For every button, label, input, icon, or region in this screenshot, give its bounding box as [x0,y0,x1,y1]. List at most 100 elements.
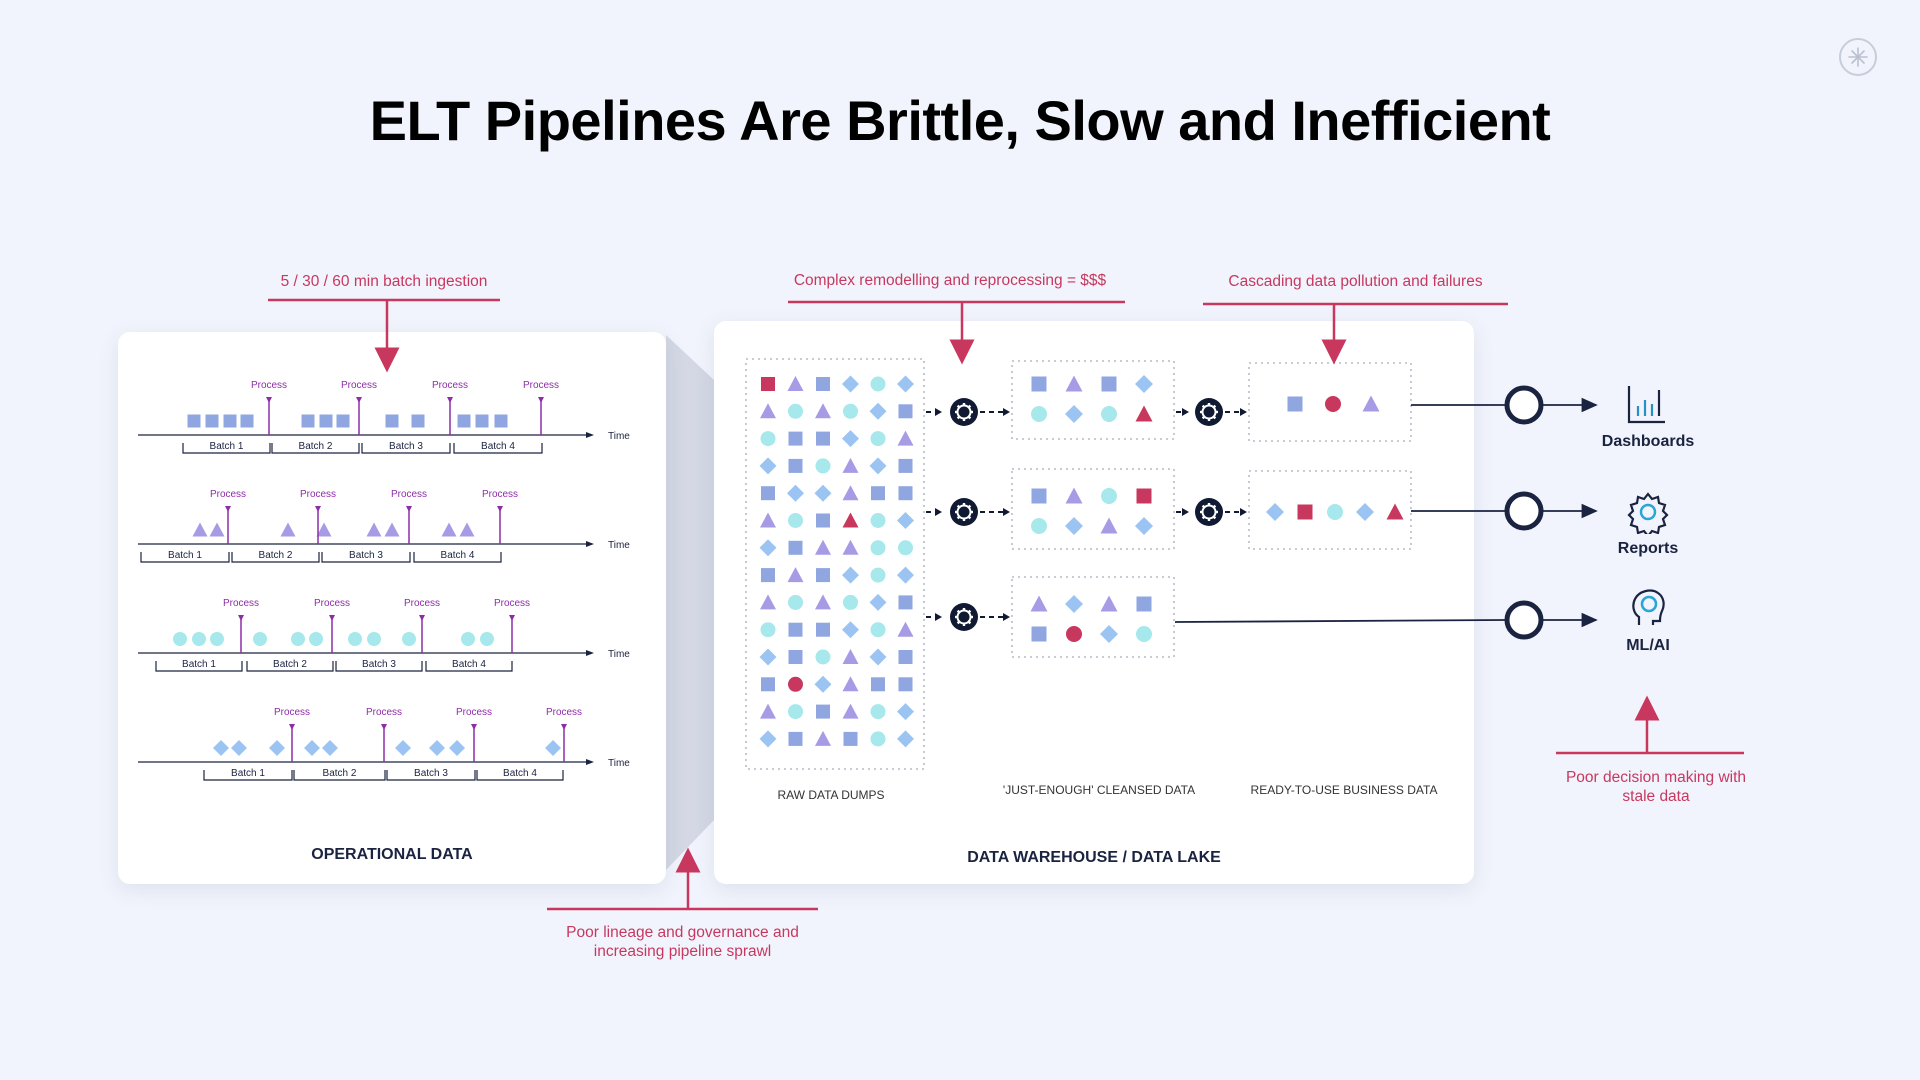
square-icon [816,568,830,583]
circle-icon [760,431,776,447]
diamond-icon [395,740,411,756]
timeline-row: Time Process Process Process Process Batch 1 B… [138,489,630,563]
diamond-icon [842,375,859,393]
process-label: Process [210,489,246,500]
process-marker-head-icon [266,397,272,403]
circle-icon [870,513,886,528]
output-ml-ai: ML/AI [1626,637,1670,654]
batch-label: Batch 1 [168,550,202,561]
time-label: Time [608,431,630,442]
square-icon [788,650,803,664]
output-node-icon [1504,491,1544,531]
batch-timeline-diagram: Time Process Process Process Process Batch 1 B… [138,380,630,781]
square-icon [871,677,885,692]
data-warehouse-label: DATA WAREHOUSE / DATA LAKE [967,849,1221,866]
process-marker-head-icon [381,724,387,730]
diamond-icon [1065,595,1083,613]
square-icon [1136,488,1152,504]
batch-bracket [413,552,502,563]
triangle-icon [897,430,914,446]
flow-arrowhead-icon [1240,508,1247,516]
diamond-icon [842,566,859,584]
square-icon [816,622,830,637]
triangle-icon [760,512,776,528]
batch-bracket [182,443,271,454]
diamond-icon [897,703,914,721]
diamond-icon [814,484,832,502]
diamond-icon [1065,517,1083,535]
batch-label: Batch 1 [182,659,216,670]
diamond-icon [1065,405,1083,423]
diamond-icon [787,484,804,502]
batch-label: Batch 2 [273,659,307,670]
callout-lineage: Poor lineage and governance and increasi… [566,924,799,960]
process-label: Process [300,489,336,500]
batch-bracket [271,443,360,454]
circle-icon [760,622,776,638]
axis-arrow-icon [586,759,594,765]
square-icon [475,414,489,428]
batch-label: Batch 3 [362,659,396,670]
square-icon [1101,376,1117,392]
process-marker-head-icon [289,724,295,730]
diamond-icon [814,675,832,693]
box-shapes [1287,395,1380,412]
axis-arrow-icon [586,541,594,547]
circle-icon [815,458,831,474]
process-label: Process [404,598,440,609]
square-icon [816,704,830,719]
output-line [1174,619,1506,623]
triangle-icon [897,621,914,637]
triangle-icon [842,539,859,555]
circle-icon [815,649,831,665]
diamond-icon [842,430,859,448]
batch-label: Batch 2 [323,768,357,779]
diamond-icon [759,539,777,557]
batch-bracket [140,552,230,563]
flow-arrowhead-icon [1003,613,1010,621]
batch-label: Batch 1 [210,441,244,452]
circle-icon [788,594,803,610]
circle-icon [309,632,323,646]
flow-arrowhead-icon [1240,408,1247,416]
square-icon [319,414,333,428]
circle-icon [788,704,803,720]
process-marker-head-icon [447,397,453,403]
square-icon [788,731,803,746]
square-icon [788,458,803,473]
batch-label: Batch 2 [259,550,293,561]
process-marker-head-icon [406,506,412,512]
cleansed-data-label: 'JUST-ENOUGH' CLEANSED DATA [1002,783,1196,797]
diamond-icon [869,402,887,420]
batch-bracket [246,661,334,672]
square-icon [1287,396,1303,412]
circle-icon [367,632,381,646]
batch-bracket [231,552,320,563]
triangle-icon [1065,487,1083,504]
square-icon [223,414,237,428]
flow-arrowhead-icon [935,613,942,621]
circle-icon [461,632,475,646]
square-icon [761,568,775,583]
circle-icon [788,513,803,528]
circle-icon [870,431,886,447]
circle-icon [843,594,858,610]
cleansed-box-3 [1011,576,1175,658]
square-icon [898,650,913,664]
triangle-icon [787,567,804,583]
flow-arrowhead-icon [1003,408,1010,416]
triangle-icon [1065,375,1083,392]
circle-icon [480,632,494,646]
square-icon [788,622,803,637]
process-label: Process [523,380,559,391]
process-label: Process [494,598,530,609]
process-label: Process [432,380,468,391]
flow-arrowhead-icon [1182,508,1189,516]
square-icon [871,486,885,501]
process-marker-head-icon [315,506,321,512]
square-icon [336,414,350,428]
square-icon [1031,626,1047,642]
square-icon [788,431,803,446]
